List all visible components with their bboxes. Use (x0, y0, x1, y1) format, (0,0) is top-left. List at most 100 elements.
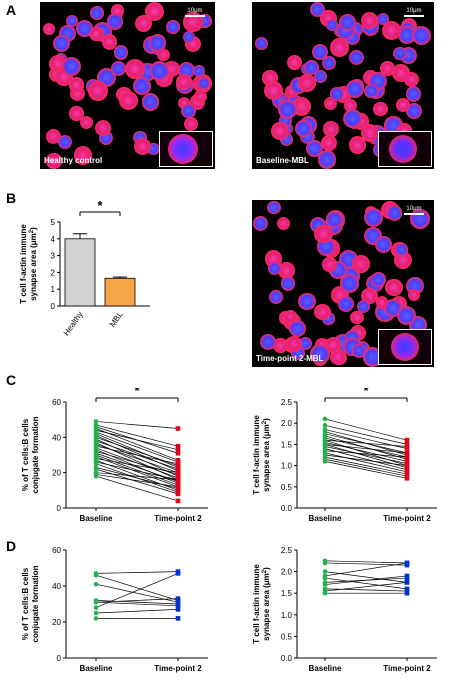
baseline-point (93, 473, 99, 479)
cell (298, 292, 316, 310)
y-tick-label: 2.5 (281, 398, 293, 407)
baseline-point (322, 590, 328, 596)
panel-letter-d: D (6, 538, 17, 554)
cell (350, 310, 364, 325)
pair-line (95, 445, 179, 465)
y-axis-label: % of T cells:B cellsconjugate formation (21, 416, 40, 493)
cell (278, 261, 295, 279)
baseline-point (93, 581, 99, 587)
baseline-point (322, 437, 328, 443)
cell (73, 146, 93, 166)
micrograph-baseline-mbl: 10μm Baseline-MBL (252, 2, 434, 169)
y-tick-label: 0 (57, 504, 62, 513)
cell (134, 14, 153, 33)
cell (345, 79, 364, 98)
cell (66, 14, 79, 28)
pair-line (324, 439, 408, 466)
cell (194, 90, 208, 104)
cell (407, 288, 421, 302)
time-point-2-point (404, 560, 410, 566)
baseline-point (93, 572, 99, 578)
cell (324, 336, 342, 353)
time-point-2-point (175, 484, 181, 490)
cell (145, 2, 164, 21)
y-axis-label-line2: conjugate formation (31, 416, 40, 493)
cell (303, 59, 320, 76)
panel-letter-b: B (6, 190, 17, 206)
cell (363, 347, 383, 367)
chart-c-left-paired: % of T cells:B cellsconjugate formation 0… (21, 388, 208, 523)
time-point-2-point (404, 450, 410, 456)
cell (57, 135, 72, 150)
cell (330, 348, 347, 366)
cell (380, 60, 395, 76)
cell (374, 235, 393, 254)
y-tick-label: 0.0 (281, 654, 293, 663)
baseline-point (93, 610, 99, 616)
cell (322, 257, 337, 272)
cell (326, 18, 339, 32)
time-point-2-point (175, 491, 181, 497)
scale-bar: 10μm (185, 8, 205, 17)
y-axis-label-line2: synapse area (μm (29, 233, 38, 301)
pair-line (95, 601, 179, 607)
cell (61, 56, 81, 76)
scale-bar: 10μm (404, 8, 424, 17)
pair-line (324, 562, 408, 577)
cell (252, 215, 269, 231)
cell (278, 100, 297, 119)
pair-line (95, 474, 179, 488)
y-tick-label: 0.5 (281, 483, 293, 492)
time-point-2-point (175, 477, 181, 483)
micrograph-label: Healthy control (44, 156, 103, 165)
cell (314, 224, 333, 244)
cell (309, 2, 325, 18)
cell (182, 31, 195, 44)
time-point-2-point (175, 443, 181, 449)
x-tick-label: Baseline (309, 514, 342, 523)
cell (255, 36, 269, 50)
pair-line (95, 468, 179, 495)
pair-line (324, 560, 408, 564)
pair-line (324, 582, 408, 592)
cell (351, 344, 367, 359)
time-point-2-point (175, 596, 181, 601)
pair-line (95, 583, 179, 603)
y-axis-label-line2: synapse area (μm (262, 424, 271, 492)
y-tick-label: 1.0 (281, 611, 293, 620)
time-point-2-point (175, 571, 181, 576)
cell (339, 14, 357, 31)
cell (360, 12, 378, 29)
cell (134, 137, 152, 155)
pair-line (324, 458, 408, 477)
pair-line (95, 571, 179, 574)
cell (42, 23, 56, 36)
cell (89, 27, 104, 42)
cell (267, 200, 281, 215)
micrograph-label: Baseline-MBL (256, 156, 309, 165)
time-point-2-point (404, 454, 410, 460)
y-tick-label: 0 (57, 654, 62, 663)
pair-line (95, 454, 179, 486)
y-tick-label: 2.5 (281, 546, 293, 555)
y-tick-label: 0.5 (281, 632, 293, 641)
cell (157, 48, 171, 62)
y-tick-label: 0 (51, 302, 56, 311)
cell (361, 124, 380, 143)
y-axis-label-line2: synapse area (μm (262, 573, 271, 641)
cell (166, 20, 180, 34)
cell (183, 12, 203, 32)
cell (403, 71, 420, 87)
cell (406, 103, 423, 120)
cell (321, 135, 338, 151)
cell (46, 153, 62, 169)
x-tick-label: MBL (108, 310, 125, 329)
time-point-2-point (404, 437, 410, 443)
pair-line (95, 424, 179, 447)
zoom-inset (378, 131, 432, 167)
cell (193, 64, 206, 78)
x-tick-label: Time-point 2 (383, 664, 431, 673)
time-point-2-point (175, 603, 181, 609)
cell (148, 34, 166, 52)
cell (102, 34, 118, 50)
